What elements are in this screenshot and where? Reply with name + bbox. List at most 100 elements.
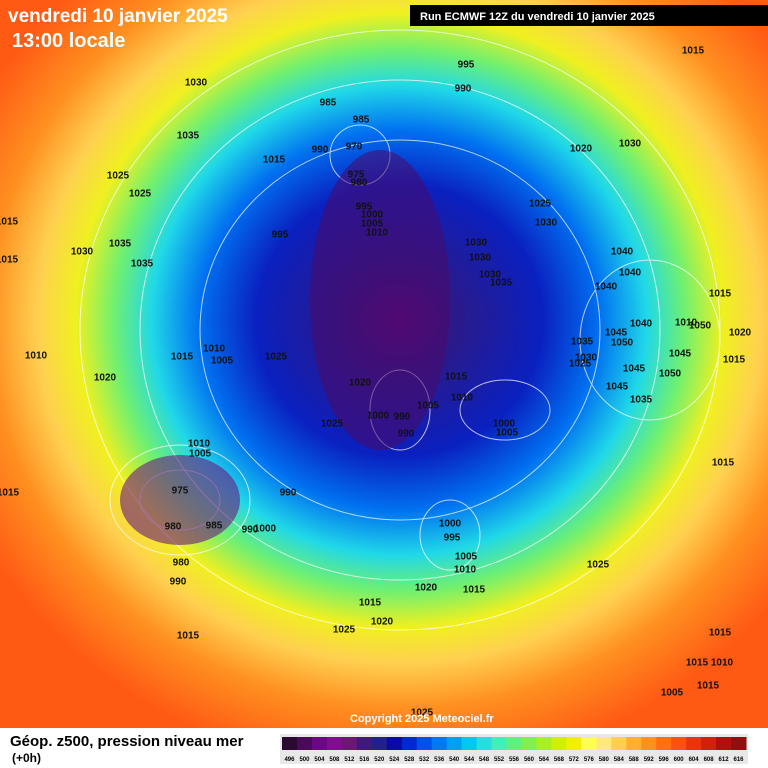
pressure-label: 1020 [570,144,593,155]
colorbar-swatch [476,737,493,750]
colorbar-swatch [521,737,537,750]
pressure-label: 1005 [189,449,212,460]
pressure-label: 1005 [455,552,478,563]
pressure-label: 1025 [129,189,152,200]
colorbar-label: 524 [389,757,400,763]
pressure-label: 1005 [496,428,519,439]
pressure-label: 1025 [529,199,552,210]
pressure-label: 1015 [0,217,19,228]
pressure-label: 985 [206,521,223,532]
colorbar-label: 592 [644,757,655,763]
pressure-label: 1010 [25,351,48,362]
colorbar-label: 508 [329,757,340,763]
colorbar-swatch [536,737,552,750]
pressure-label: 1015 [723,355,746,366]
pressure-label: 1015 [682,46,705,57]
pressure-label: 1010 [675,318,698,329]
isobars [79,29,721,631]
pressure-label: 1030 [535,218,558,229]
pressure-label: 1035 [131,259,154,270]
pressure-label: 1000 [367,411,390,422]
footer-title: Géop. z500, pression niveau mer [10,733,244,750]
pressure-label: 985 [320,98,337,109]
pressure-label: 1035 [490,278,513,289]
pressure-label: 1000 [439,519,462,530]
colorbar-label: 520 [374,757,385,763]
pressure-label: 1030 [619,139,642,150]
time: 13:00 locale [12,30,125,52]
pressure-label: 1035 [177,131,200,142]
pressure-label: 1015 [709,289,732,300]
colorbar-swatch [551,737,567,750]
pressure-label: 1015 [0,488,20,499]
colorbar-swatch [386,737,403,750]
colorbar-swatch [371,737,388,750]
pressure-label: 1010 [454,565,477,576]
colorbar-label: 604 [689,757,700,763]
pressure-label: 1045 [623,364,646,375]
colorbar-swatch [641,737,657,750]
colorbar-label: 512 [344,757,355,763]
pressure-label: 990 [398,429,415,440]
pressure-label: 1050 [611,338,634,349]
colorbar-swatch [566,737,582,750]
pressure-label: 980 [173,558,190,569]
pressure-label: 1020 [729,328,752,339]
pressure-label: 1005 [211,356,234,367]
pressure-label: 975 [348,170,365,181]
pressure-label: 1015 [712,458,735,469]
colorbar-label: 572 [569,757,580,763]
pressure-label: 990 [170,577,187,588]
pressure-label: 1045 [606,382,629,393]
colorbar-swatch [431,737,448,750]
colorbar-label: 584 [614,757,625,763]
pressure-label: 1040 [630,319,653,330]
pressure-label: 1030 [71,247,94,258]
colorbar-label: 612 [719,757,730,763]
colorbar-swatch [671,737,687,750]
colorbar-swatch [416,737,433,750]
colorbar-label: 496 [284,757,295,763]
colorbar-label: 580 [599,757,610,763]
colorbar-swatch [446,737,463,750]
colorbar-label: 552 [494,757,505,763]
colorbar-swatch [656,737,672,750]
pressure-label: 1000 [493,419,516,430]
pressure-label: 1045 [669,349,692,360]
pressure-label: 1040 [595,282,618,293]
colorbar-swatch [611,737,627,750]
colorbar-label: 500 [299,757,310,763]
pressure-label: 980 [351,178,368,189]
pressure-label: 995 [272,230,289,241]
pressure-label: 1025 [587,560,610,571]
pressure-label: 980 [165,522,182,533]
colorbar-label: 616 [734,757,745,763]
colorbar-swatch [716,737,732,750]
colorbar-swatch [701,737,717,750]
pressure-label: 1030 [575,353,598,364]
pressure-label: 1050 [659,369,682,380]
pressure-label: 1015 [171,352,194,363]
pressure-label: 1045 [605,328,628,339]
copyright: Copyright 2025 Meteociel.fr [350,713,494,725]
pressure-label: 995 [458,60,475,71]
pressure-label: 1030 [185,78,208,89]
pressure-label: 1025 [321,419,344,430]
pressure-label: 1015 [463,585,486,596]
colorbar-swatch [341,737,358,750]
pressure-label: 1010 [711,658,734,669]
pressure-label: 1020 [415,583,438,594]
pressure-label: 1015 [177,631,200,642]
title: vendredi 10 janvier 2025 [8,6,228,27]
pressure-label: 1035 [630,395,653,406]
pressure-label: 1015 [359,598,382,609]
pressure-label: 1015 [263,155,286,166]
colorbar-label: 516 [359,757,370,763]
pressure-label: 990 [455,84,472,95]
pressure-label: 1030 [465,238,488,249]
pressure-label: 1025 [107,171,130,182]
pressure-label: 1005 [661,688,684,699]
colorbar-swatch [282,737,298,750]
colorbar-label: 548 [479,757,490,763]
